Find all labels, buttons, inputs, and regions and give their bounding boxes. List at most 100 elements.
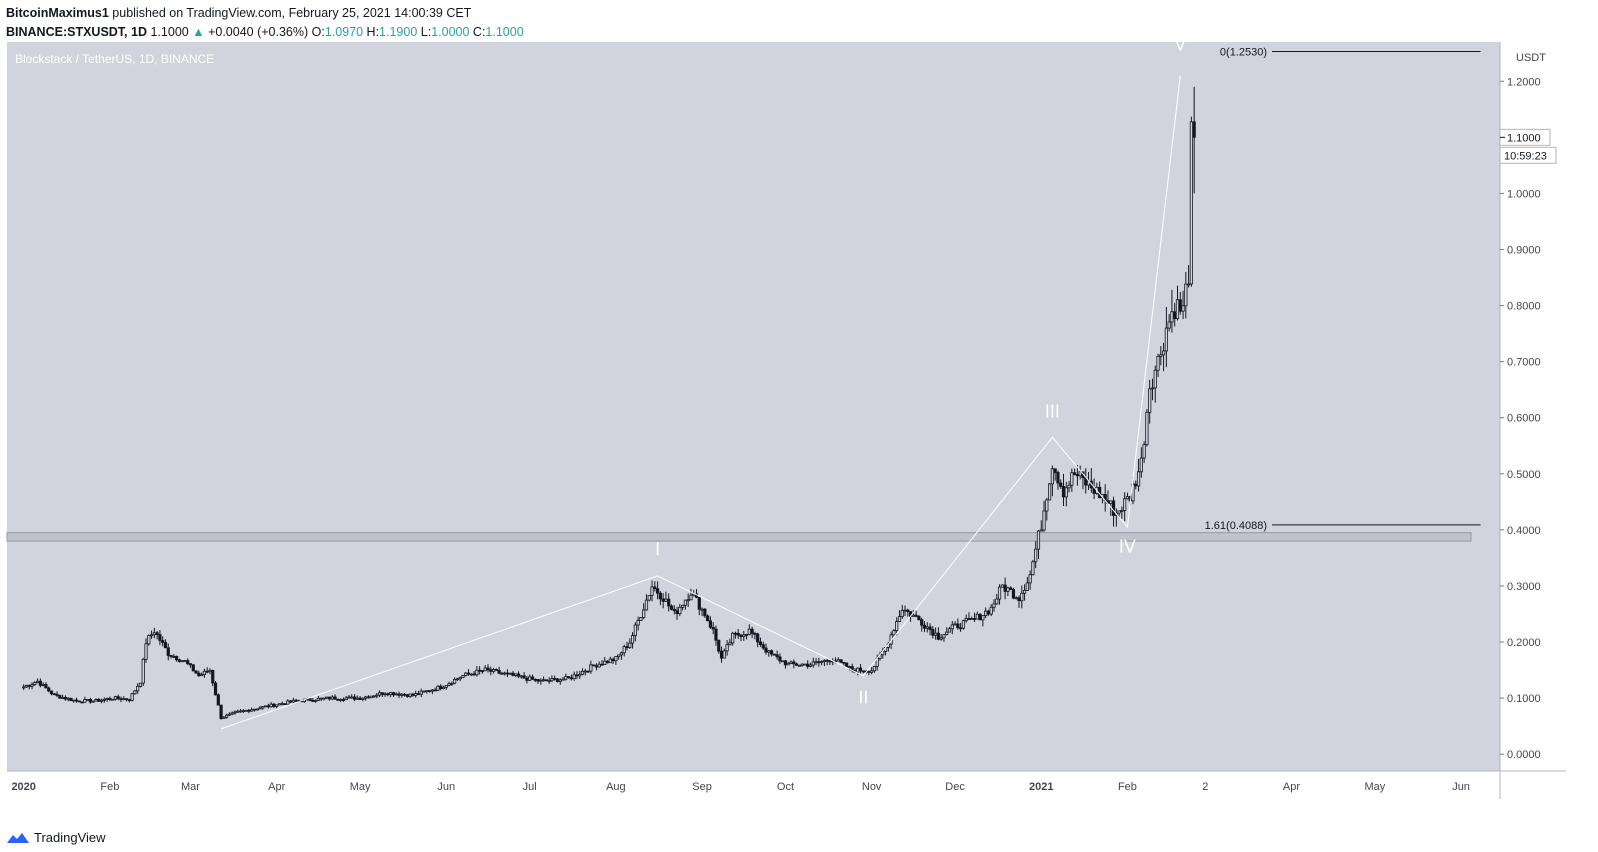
candle-body: [355, 697, 359, 700]
candle-body: [1134, 483, 1138, 487]
candle-body: [30, 684, 34, 687]
candle: [945, 627, 949, 636]
candle-body: [747, 628, 751, 635]
candle-body: [464, 672, 468, 676]
candle-body: [1153, 369, 1157, 389]
candle: [255, 708, 259, 711]
candle-body: [152, 632, 156, 636]
brand-name: TradingView: [34, 830, 106, 845]
candle: [708, 616, 713, 630]
candles: [22, 86, 1196, 720]
candle: [761, 641, 765, 650]
candle: [961, 619, 966, 630]
candle: [686, 593, 690, 608]
candle-body: [52, 693, 56, 696]
candle-body: [408, 693, 412, 697]
y-tick-label: 0.4000: [1507, 525, 1541, 537]
candle: [1184, 271, 1188, 319]
candle: [1148, 379, 1152, 424]
candle: [33, 681, 37, 686]
candle-body: [41, 683, 45, 686]
candle-body: [236, 710, 240, 713]
candle-body: [803, 663, 807, 666]
candle-body: [1167, 321, 1171, 329]
candle: [136, 683, 140, 694]
candle: [900, 604, 904, 619]
candle-body: [197, 672, 201, 677]
time-axis[interactable]: [7, 771, 1500, 799]
candle-body: [1159, 354, 1163, 357]
candle-body: [1142, 444, 1146, 459]
candle-body: [892, 630, 896, 636]
candle: [956, 618, 960, 630]
chart-header: BitcoinMaximus1 published on TradingView…: [6, 4, 1586, 42]
candle-body: [1156, 355, 1160, 371]
last-price-tag: 1.1000 10:59:23: [1499, 128, 1557, 164]
candle-body: [697, 596, 701, 610]
candle-body: [984, 610, 988, 616]
author-link[interactable]: BitcoinMaximus1: [6, 6, 109, 20]
candle-body: [981, 615, 985, 621]
candle: [622, 644, 626, 657]
candle-body: [1111, 500, 1116, 516]
plot-area[interactable]: [7, 42, 1500, 771]
candle: [820, 660, 824, 666]
candle-body: [1000, 584, 1004, 588]
candle-body: [205, 670, 209, 673]
candle: [936, 627, 940, 641]
candle-body: [102, 698, 106, 701]
candle-body: [247, 709, 251, 712]
candle-body: [433, 689, 437, 692]
candle-body: [489, 669, 493, 672]
candle: [263, 705, 268, 708]
candle-body: [341, 699, 346, 701]
candle-body: [936, 632, 940, 640]
candle-body: [1064, 487, 1068, 498]
candle-body: [939, 637, 943, 640]
candle-body: [1045, 499, 1049, 512]
candle: [419, 688, 423, 698]
candle-body: [283, 703, 287, 706]
candle-body: [920, 619, 924, 626]
candle-body: [945, 631, 949, 636]
candle: [711, 622, 715, 635]
candle: [642, 603, 646, 620]
candle-body: [614, 656, 618, 662]
candle: [783, 659, 788, 669]
close-value: 1.1000: [485, 25, 524, 39]
candle-body: [900, 610, 904, 617]
candle-body: [258, 707, 262, 710]
candle-body: [1042, 510, 1046, 531]
candle-body: [166, 647, 170, 656]
candle-body: [519, 675, 523, 678]
candle-body: [66, 697, 70, 700]
y-tick-label: 1.0000: [1507, 188, 1541, 200]
candle-body: [27, 685, 31, 687]
candle: [216, 693, 220, 706]
candle-body: [630, 635, 635, 644]
y-tick-label: 0.0000: [1507, 749, 1541, 761]
candle-body: [731, 632, 735, 644]
candle: [1142, 441, 1146, 463]
candle-body: [514, 673, 518, 676]
candle: [653, 581, 657, 592]
candle-body: [453, 679, 457, 684]
candle: [906, 608, 910, 617]
candle: [572, 671, 576, 681]
candle: [989, 604, 993, 617]
candle-body: [669, 605, 674, 610]
candle-body: [389, 692, 393, 696]
candle: [163, 639, 168, 649]
candle: [928, 623, 932, 636]
candle: [939, 633, 943, 641]
candle-body: [917, 616, 921, 621]
candle: [86, 699, 90, 701]
candle-body: [427, 690, 432, 692]
candle: [44, 682, 48, 689]
footer[interactable]: TradingView: [6, 830, 106, 845]
candle-body: [1053, 468, 1057, 473]
candle-body: [744, 634, 749, 636]
candle-body: [811, 661, 815, 666]
candle-body: [94, 699, 98, 702]
